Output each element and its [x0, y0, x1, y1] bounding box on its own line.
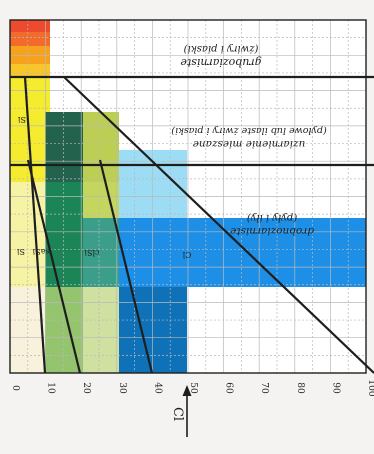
label-cl: Cl: [182, 250, 191, 259]
zone-olive: [83, 112, 119, 182]
zone-pale-yellow: [10, 182, 50, 287]
axis-tick-label: 0: [10, 385, 20, 391]
zone-mixed-title: uziarnienie mieszane: [193, 138, 306, 150]
axis-tick-label: 60: [224, 382, 234, 394]
label-si-top: Si: [18, 115, 26, 124]
label-clsi: clSi: [84, 248, 100, 257]
zone-fine-title: drobnoziarniste: [230, 225, 314, 237]
axis-tick-label: 70: [259, 382, 269, 394]
diagonal-si-sasi: [23, 76, 47, 374]
zone-dark-green: [45, 112, 83, 182]
cl-indicator: Cl: [170, 385, 192, 437]
axis-tick-label: 80: [295, 382, 305, 394]
axis-tick-label: 90: [330, 382, 340, 394]
zone-red-orange: [10, 32, 50, 46]
axis-tick-label: 30: [117, 382, 127, 394]
zone-coarse-subtitle: (żwiry i piaski): [184, 43, 259, 54]
diagonal-clsi-cl: [98, 159, 154, 374]
cl-arrow-head-icon: [182, 385, 192, 396]
right-edge-marks: [369, 76, 374, 166]
axis-tick-label: 10: [46, 382, 56, 394]
axis-tick-label: 50: [188, 382, 198, 394]
grid-lines: [10, 20, 366, 373]
label-sasi: saSi: [32, 247, 49, 256]
zone-orange-yellow: [10, 64, 50, 77]
label-si-left: Si: [17, 247, 25, 256]
zone-bright-blue: [119, 218, 366, 287]
axis-tick-label: 40: [152, 382, 162, 394]
upside-down-text-group: gruboziarniste (żwiry i piaski) uziarnie…: [17, 43, 327, 259]
axis-tick-label: 100: [366, 379, 374, 396]
zone-mixed-subtitle: (pyłowe lub ilaste żwiry i piaski): [171, 125, 327, 136]
zone-coarse-title: gruboziarniste: [180, 56, 262, 69]
boundary-lines: [10, 75, 374, 374]
axis-tick-label: 20: [81, 382, 91, 394]
axis-tick-labels: 0 10 20 30 40 50 60 70 80 90 100: [10, 379, 374, 396]
diagonal-main: [63, 76, 374, 374]
zone-dark-blue: [119, 287, 187, 373]
zone-teal: [83, 218, 119, 287]
zone-mid-green: [45, 182, 83, 287]
plot-border: [9, 19, 367, 374]
cl-axis-label: Cl: [170, 407, 185, 421]
zone-pale-green: [83, 287, 119, 373]
diagonal-sasi-clsi: [26, 159, 82, 374]
zone-fine-subtitle: (pyły i iły): [247, 212, 297, 223]
zone-red: [10, 20, 50, 32]
